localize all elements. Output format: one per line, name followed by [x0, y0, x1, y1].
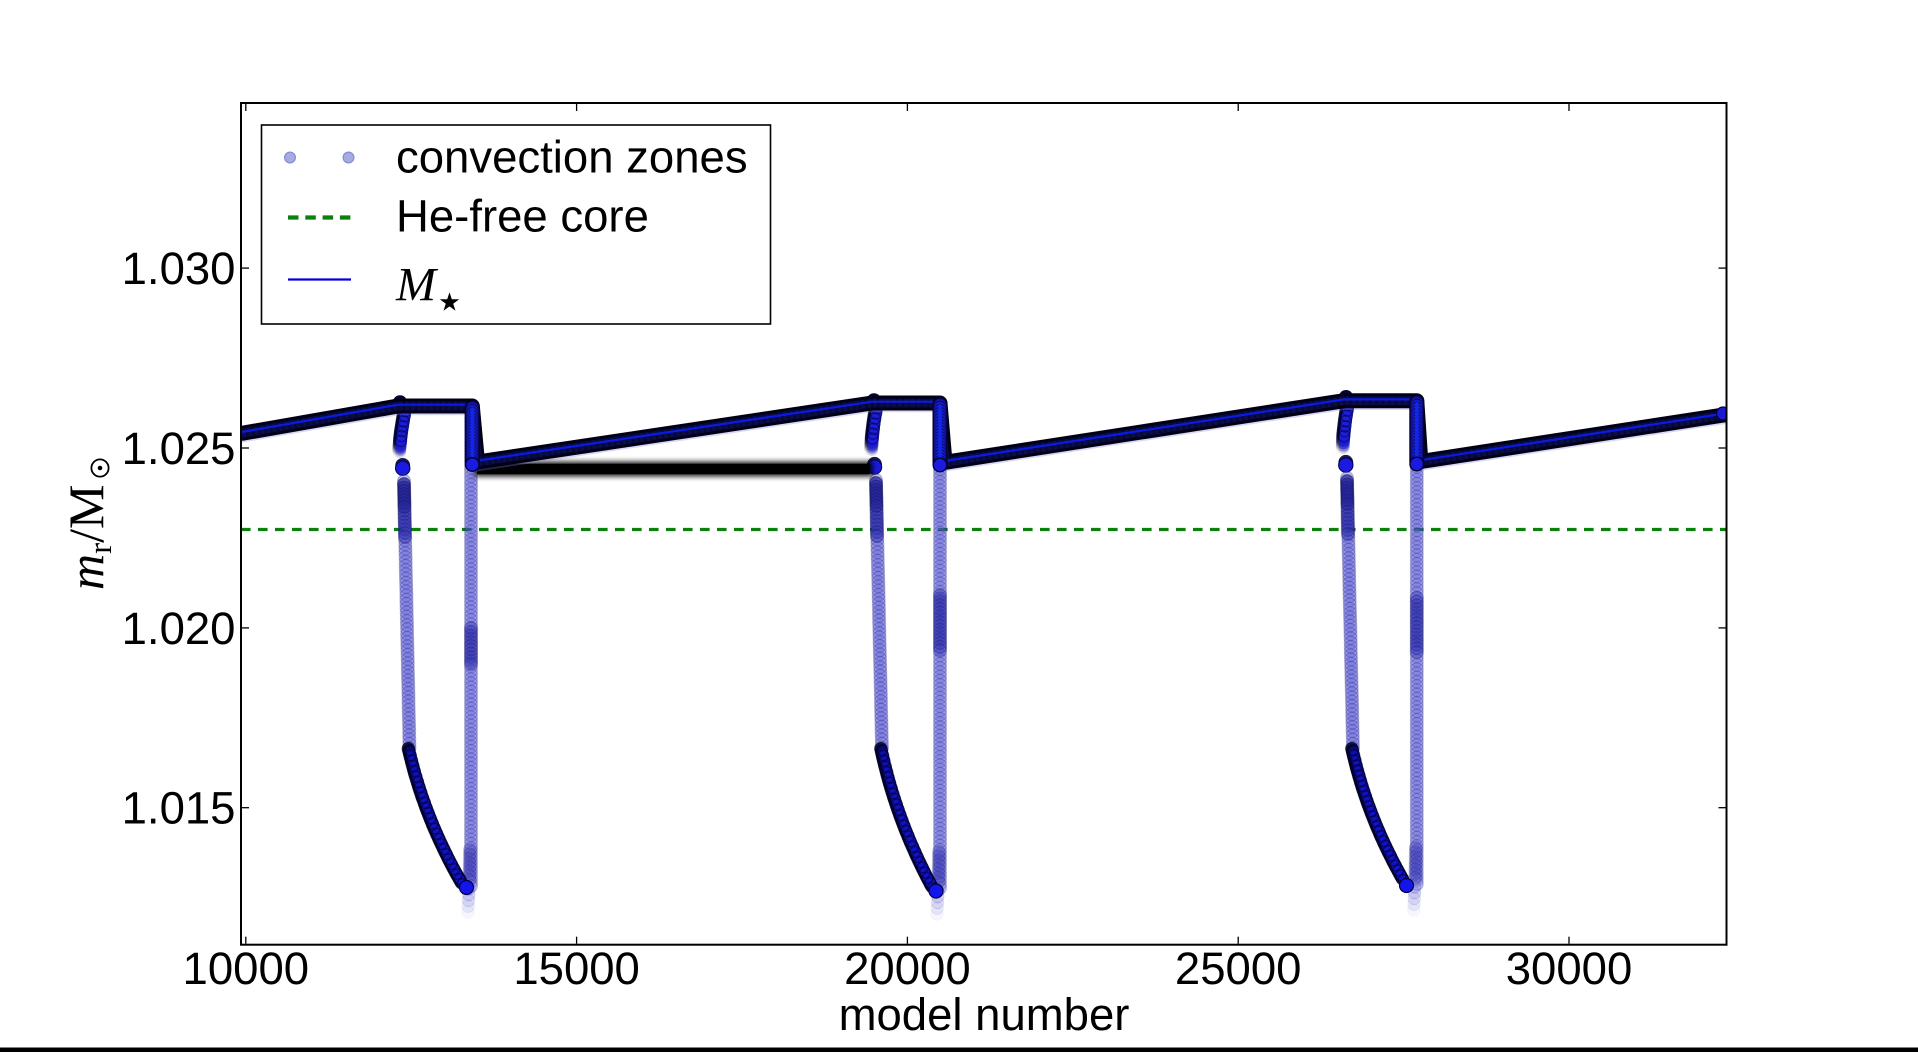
svg-text:convection zones: convection zones: [396, 132, 748, 183]
svg-text:15000: 15000: [513, 943, 640, 994]
svg-text:20000: 20000: [844, 943, 971, 994]
svg-text:10000: 10000: [183, 943, 310, 994]
svg-text:1.030: 1.030: [122, 243, 236, 294]
svg-text:1.020: 1.020: [122, 603, 236, 654]
svg-text:model number: model number: [839, 989, 1130, 1040]
svg-text:He-free core: He-free core: [396, 191, 649, 242]
svg-text:1.025: 1.025: [122, 423, 236, 474]
svg-text:25000: 25000: [1175, 943, 1302, 994]
svg-text:1.015: 1.015: [122, 783, 236, 834]
svg-text:30000: 30000: [1506, 943, 1633, 994]
svg-text:mr/M: mr/M: [58, 485, 119, 590]
svg-text:M: M: [395, 259, 439, 312]
